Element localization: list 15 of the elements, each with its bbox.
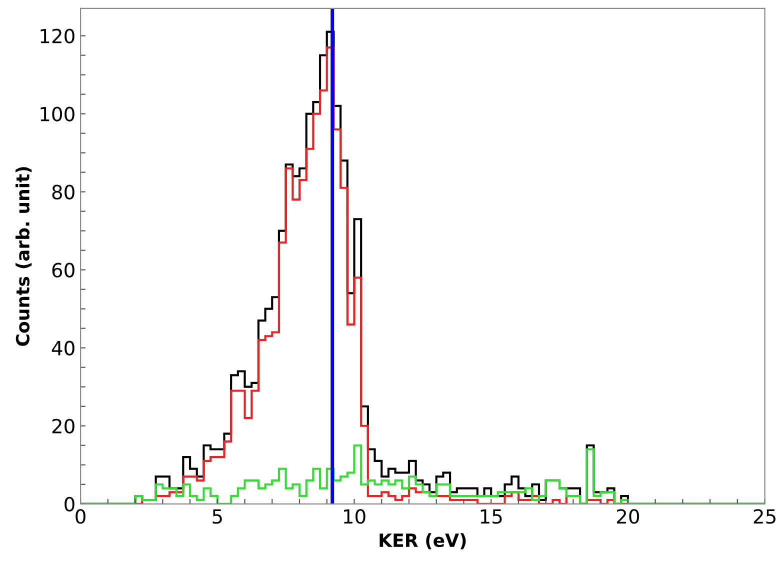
y-tick-label: 0 [64, 496, 74, 512]
x-tick-label: 0 [76, 509, 86, 524]
x-tick-label: 20 [617, 509, 640, 524]
y-tick-label: 40 [52, 340, 74, 356]
x-tick-label: 25 [754, 509, 776, 524]
x-tick-label: 15 [480, 509, 502, 524]
y-axis-title: Counts (arb. unit) [16, 167, 32, 346]
y-tick-label: 100 [40, 106, 74, 122]
y-tick-label: 120 [40, 28, 74, 44]
y-tick-label: 60 [52, 262, 74, 278]
x-tick-label: 10 [344, 509, 366, 524]
y-tick-label: 20 [52, 418, 74, 434]
y-tick-label: 80 [52, 184, 74, 200]
x-axis-title: KER (eV) [380, 533, 466, 550]
x-tick-label: 5 [212, 509, 222, 524]
